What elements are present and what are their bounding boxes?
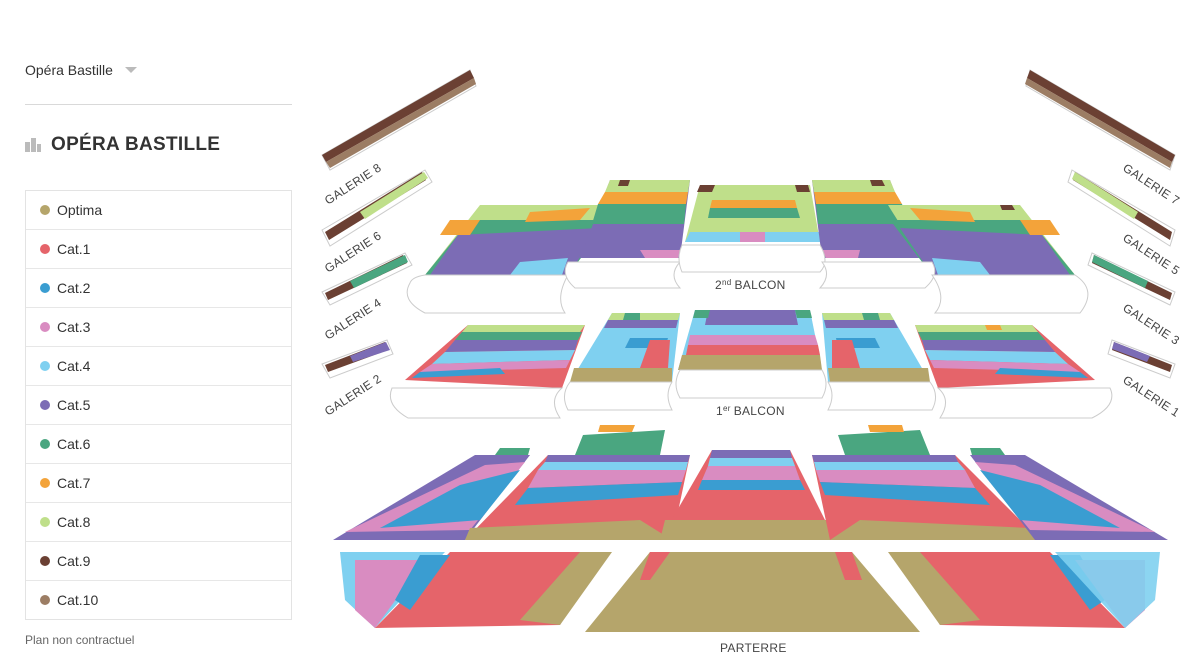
legend-item-cat10[interactable]: Cat.10 [26,581,291,619]
balcon-1-label: 1er BALCON [716,404,785,418]
balcon-2-block-2[interactable] [580,180,690,258]
building-icon [25,138,41,152]
balcon-1-block-1[interactable] [405,325,585,388]
legend-item-cat1[interactable]: Cat.1 [26,230,291,269]
color-dot-icon [40,322,50,332]
balcon-1-block-2[interactable] [570,313,680,382]
legend-item-cat2[interactable]: Cat.2 [26,269,291,308]
balcon-1-rail [389,369,1113,419]
balcon-1-block-5[interactable] [915,325,1095,388]
color-dot-icon [40,400,50,410]
galerie-6-left[interactable] [321,169,433,247]
legend-item-cat7[interactable]: Cat.7 [26,464,291,503]
galerie-1-right[interactable] [1107,339,1176,379]
legend-item-optima[interactable]: Optima [26,191,291,230]
parterre-lower-left[interactable] [340,552,612,628]
color-dot-icon [40,244,50,254]
parterre-upper-left-side[interactable] [333,448,530,540]
galerie-7-right[interactable] [1025,69,1176,171]
legend-item-cat5[interactable]: Cat.5 [26,386,291,425]
divider [25,104,292,105]
color-dot-icon [40,517,50,527]
parterre-lower-center[interactable] [585,552,920,632]
color-dot-icon [40,205,50,215]
venue-dropdown-value: Opéra Bastille [25,62,113,78]
parterre-upper-left[interactable] [465,425,690,540]
sidebar: Opéra Bastille OPÉRA BASTILLE Optima Cat… [0,0,310,667]
seating-map: GALERIE 8 GALERIE 6 GALERIE 4 GALERIE 2 … [310,0,1200,667]
parterre-upper-right[interactable] [812,425,1040,540]
disclaimer-text: Plan non contractuel [25,633,135,647]
parterre-upper-right-side[interactable] [970,448,1168,540]
balcon-2-block-4[interactable] [812,180,920,258]
balcon-2-block-5[interactable] [888,205,1075,275]
balcon-2-label: 2nd BALCON [715,278,786,292]
galerie-1-label: GALERIE 1 [1120,373,1182,420]
chevron-down-icon [124,67,137,73]
galerie-7-label: GALERIE 7 [1120,161,1182,208]
color-dot-icon [40,361,50,371]
galerie-3-label: GALERIE 3 [1120,301,1182,348]
parterre-lower-right[interactable] [888,552,1160,628]
venue-dropdown[interactable]: Opéra Bastille [25,58,185,82]
color-dot-icon [40,478,50,488]
venue-heading: OPÉRA BASTILLE [25,134,220,156]
color-dot-icon [40,439,50,449]
legend-item-cat4[interactable]: Cat.4 [26,347,291,386]
legend-item-cat6[interactable]: Cat.6 [26,425,291,464]
category-legend: Optima Cat.1 Cat.2 Cat.3 Cat.4 Cat.5 Cat… [25,190,292,620]
parterre-label: PARTERRE [720,641,787,655]
seating-map-svg: GALERIE 8 GALERIE 6 GALERIE 4 GALERIE 2 … [321,69,1182,655]
legend-item-cat3[interactable]: Cat.3 [26,308,291,347]
page-title: OPÉRA BASTILLE [51,134,221,155]
galerie-2-left[interactable] [321,339,394,379]
galerie-2-label: GALERIE 2 [322,372,384,419]
balcon-1-block-3[interactable] [678,310,822,370]
balcon-2-block-1[interactable] [425,205,612,275]
galerie-8-left[interactable] [321,69,477,171]
galerie-3-right[interactable] [1087,252,1176,306]
legend-item-cat8[interactable]: Cat.8 [26,503,291,542]
galerie-5-right[interactable] [1067,169,1176,247]
galerie-4-left[interactable] [321,252,413,306]
color-dot-icon [40,595,50,605]
color-dot-icon [40,556,50,566]
balcon-2-rail [406,244,1089,314]
balcon-1-block-4[interactable] [822,313,930,382]
parterre-upper-center[interactable] [660,450,835,540]
color-dot-icon [40,283,50,293]
legend-item-cat9[interactable]: Cat.9 [26,542,291,581]
balcon-2-block-3[interactable] [685,185,820,242]
